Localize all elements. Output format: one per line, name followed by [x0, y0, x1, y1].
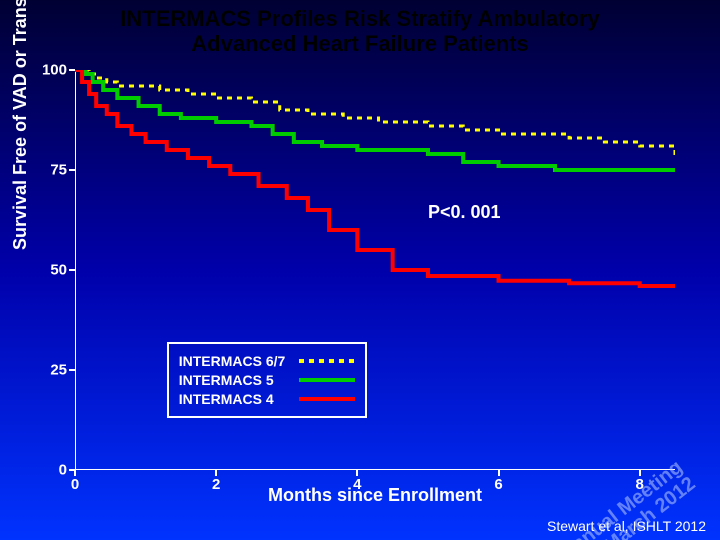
- chart-title: INTERMACS Profiles Risk Stratify Ambulat…: [0, 0, 720, 59]
- legend-swatch: [299, 397, 355, 401]
- x-tick-mark: [498, 470, 500, 476]
- title-line1: INTERMACS Profiles Risk Stratify Ambulat…: [120, 6, 600, 31]
- x-tick-mark: [74, 470, 76, 476]
- citation-text: Stewart et al, ISHLT 2012: [547, 518, 706, 534]
- legend-swatch: [299, 378, 355, 382]
- y-tick-mark: [69, 369, 75, 371]
- x-tick-mark: [215, 470, 217, 476]
- legend-item: INTERMACS 6/7: [179, 353, 355, 369]
- legend-item: INTERMACS 4: [179, 391, 355, 407]
- series-line: [75, 70, 675, 170]
- legend-label: INTERMACS 4: [179, 391, 289, 407]
- legend-label: INTERMACS 6/7: [179, 353, 289, 369]
- plot-area: Months since Enrollment P<0. 001 INTERMA…: [75, 70, 675, 470]
- y-tick-mark: [69, 169, 75, 171]
- series-line: [75, 70, 675, 288]
- x-axis-label: Months since Enrollment: [75, 485, 675, 506]
- p-value-label: P<0. 001: [428, 202, 501, 223]
- legend-box: INTERMACS 6/7 INTERMACS 5 INTERMACS 4: [167, 342, 367, 418]
- legend-swatch: [299, 359, 355, 363]
- y-tick-mark: [69, 269, 75, 271]
- title-line2: Advanced Heart Failure Patients: [191, 31, 528, 56]
- x-tick-mark: [639, 470, 641, 476]
- y-axis-label: Survival Free of VAD or Transplant: [10, 0, 31, 250]
- legend-item: INTERMACS 5: [179, 372, 355, 388]
- x-tick-mark: [356, 470, 358, 476]
- legend-label: INTERMACS 5: [179, 372, 289, 388]
- y-tick-mark: [69, 69, 75, 71]
- chart-svg: [75, 70, 675, 470]
